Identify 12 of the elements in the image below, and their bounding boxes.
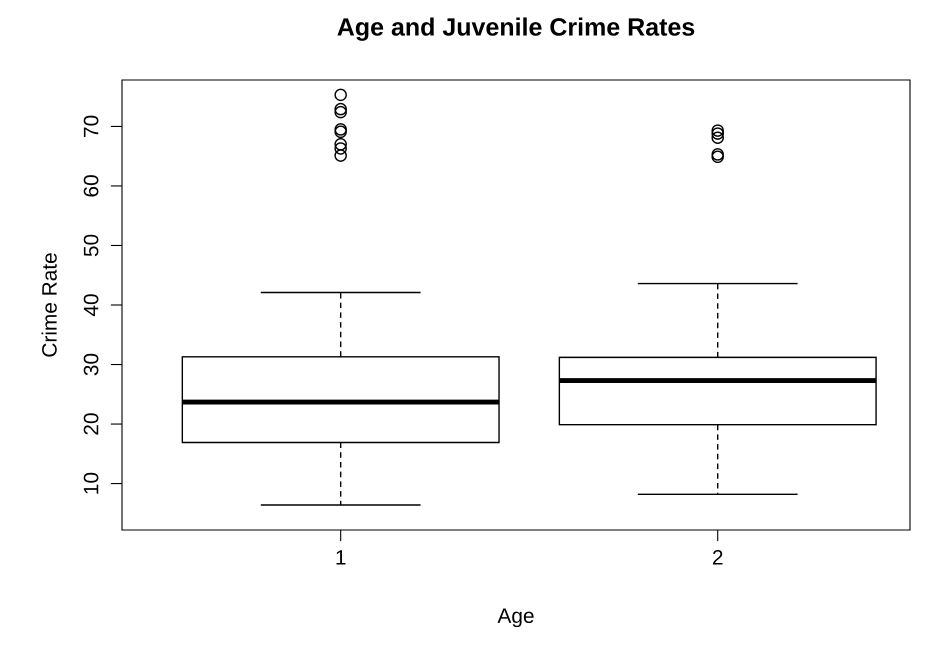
x-tick-label: 1 <box>336 550 346 565</box>
y-tick-label: 10 <box>84 472 98 494</box>
y-axis-title: Crime Rate <box>41 253 57 357</box>
y-tick-label: 60 <box>84 175 98 196</box>
y-tick-label: 30 <box>84 354 98 376</box>
chart-title: Age and Juvenile Crime Rates <box>337 17 694 41</box>
x-tick-label: 2 <box>712 550 722 565</box>
y-tick-label: 20 <box>84 413 98 435</box>
x-axis-title: Age <box>498 608 534 628</box>
y-tick-label: 50 <box>84 234 98 256</box>
y-tick-label: 70 <box>84 116 98 137</box>
y-tick-label: 40 <box>84 294 98 316</box>
